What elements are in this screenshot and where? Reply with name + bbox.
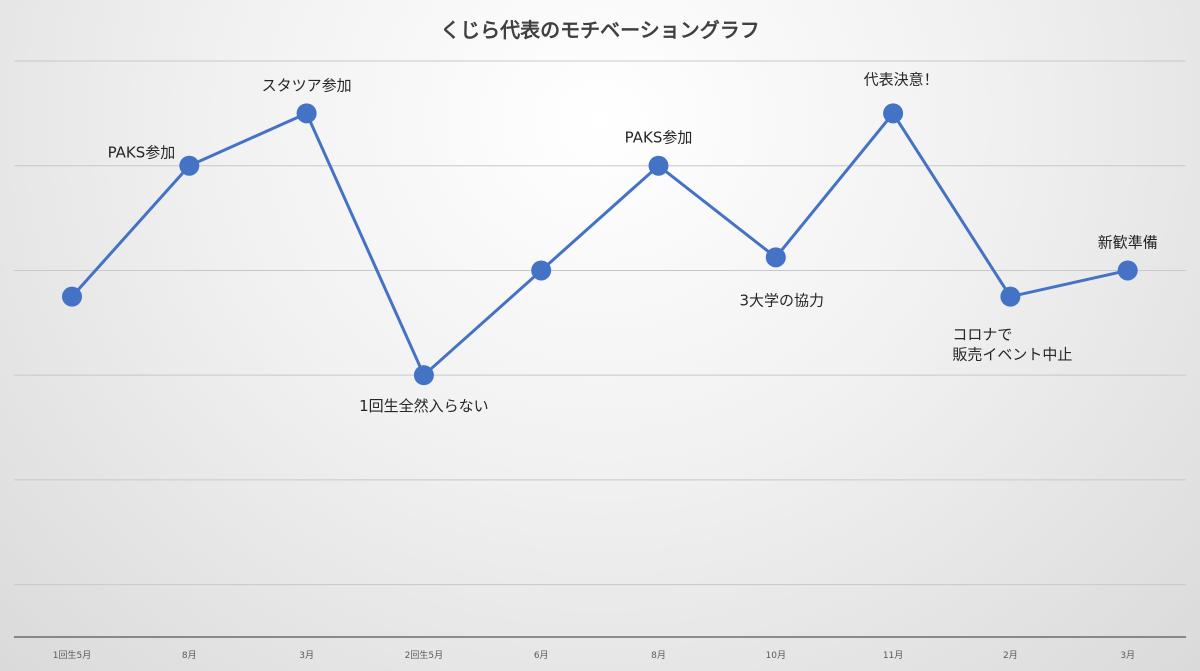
data-annotation: PAKS参加 xyxy=(625,129,693,147)
x-tick-label: 8月 xyxy=(651,650,666,661)
data-point xyxy=(883,103,904,124)
annotation-line: 代表決意！ xyxy=(864,70,939,88)
series-line xyxy=(70,111,1129,377)
data-annotation: 3大学の協力 xyxy=(740,291,825,309)
x-tick-label: 6月 xyxy=(534,650,549,661)
data-point xyxy=(648,155,669,176)
annotation-line: PAKS参加 xyxy=(108,144,176,162)
annotation-line: 新歓準備 xyxy=(1098,233,1158,251)
annotation-line: 販売イベント中止 xyxy=(952,346,1072,364)
chart-title: くじら代表のモチベーショングラフ xyxy=(440,18,760,42)
annotation-line: PAKS参加 xyxy=(625,129,693,147)
x-tick-label: 8月 xyxy=(182,650,197,661)
data-point xyxy=(531,260,552,281)
data-annotation: 1回生全然入らない xyxy=(359,397,489,415)
annotation-line: コロナで xyxy=(952,326,1012,344)
data-annotation: スタツア参加 xyxy=(262,76,352,94)
data-point xyxy=(1117,260,1138,281)
data-point xyxy=(179,155,200,176)
data-point xyxy=(765,247,786,268)
x-tick-label: 2月 xyxy=(1003,650,1018,661)
x-tick-label: 2回生5月 xyxy=(405,649,443,661)
data-point xyxy=(413,365,434,386)
data-annotation: 新歓準備 xyxy=(1098,233,1158,251)
x-tick-label: 11月 xyxy=(883,650,903,661)
x-tick-label: 10月 xyxy=(766,650,786,661)
data-point xyxy=(296,103,317,124)
data-point xyxy=(62,286,82,307)
data-annotation: PAKS参加 xyxy=(108,144,176,162)
x-tick-label: 3月 xyxy=(1120,650,1135,661)
data-annotation: 代表決意！ xyxy=(864,70,939,88)
annotation-line: スタツア参加 xyxy=(262,76,352,94)
data-annotation: コロナで販売イベント中止 xyxy=(952,326,1072,364)
x-tick-label: 1回生5月 xyxy=(53,649,91,661)
data-point xyxy=(1000,286,1021,307)
annotation-line: 1回生全然入らない xyxy=(359,397,489,415)
annotation-line: 3大学の協力 xyxy=(740,291,825,309)
x-tick-label: 3月 xyxy=(299,650,314,661)
